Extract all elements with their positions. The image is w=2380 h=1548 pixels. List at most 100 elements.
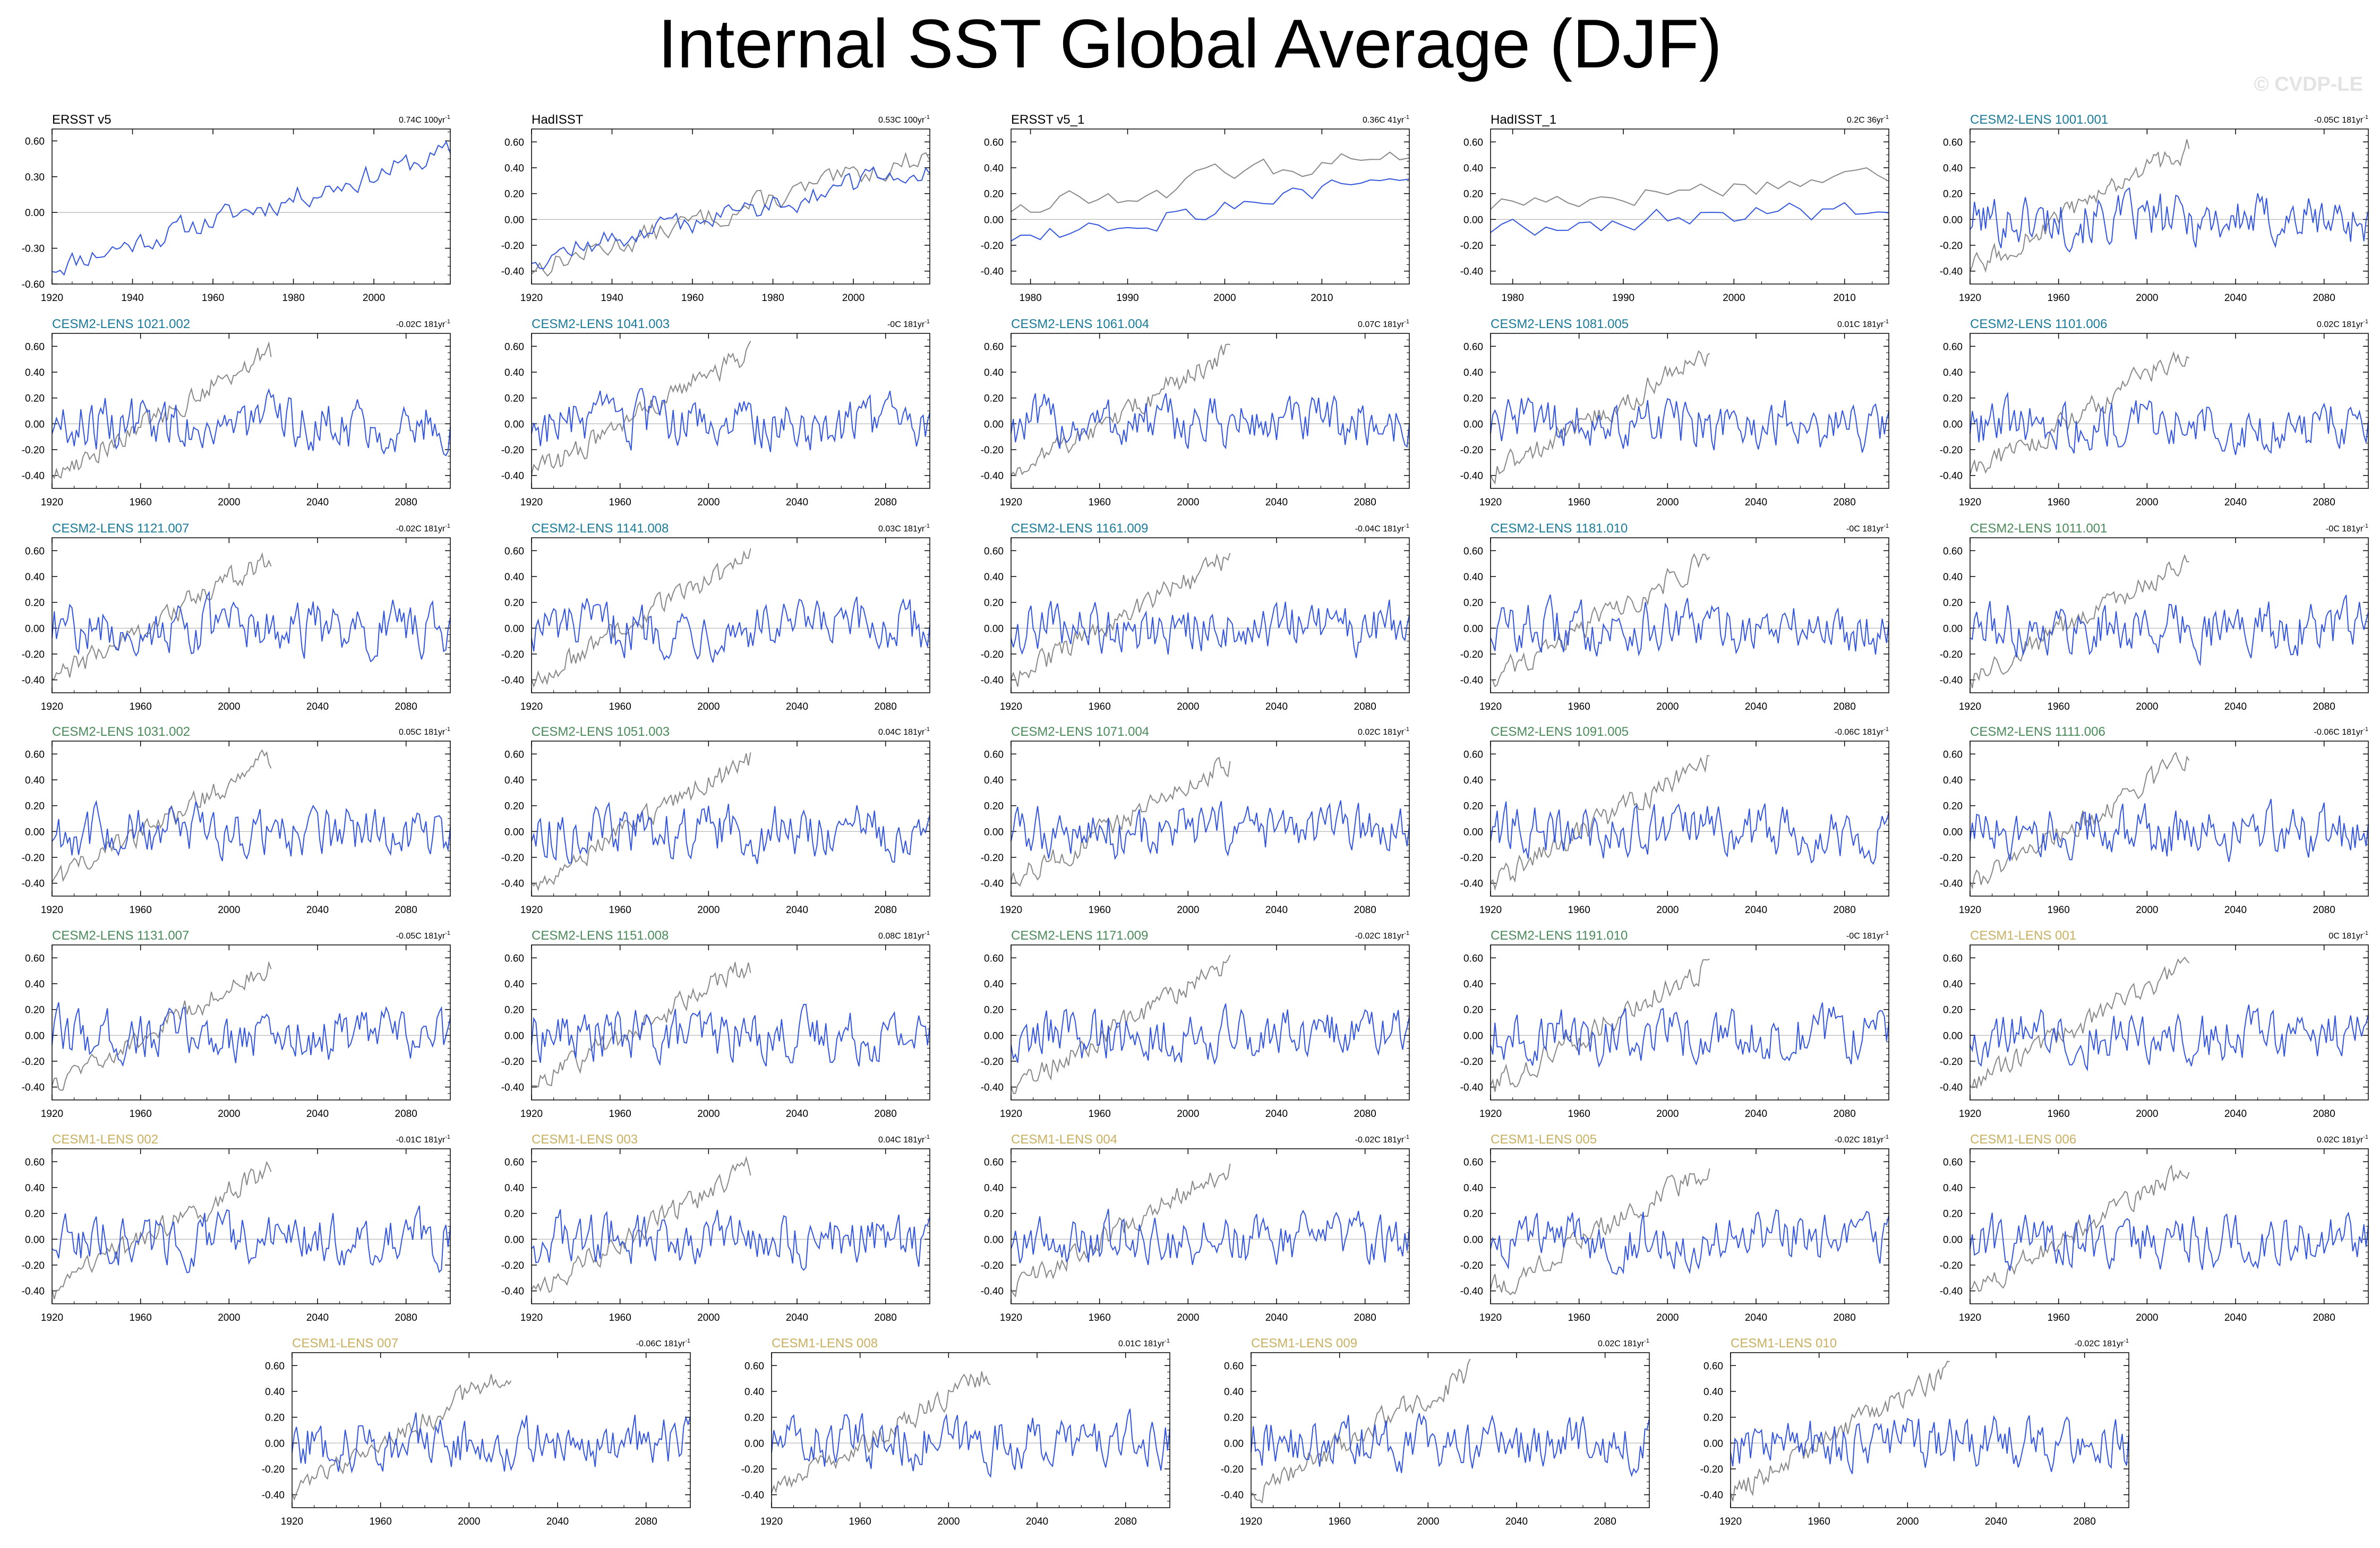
ytick-label: 0.40 [25, 979, 45, 990]
panel-30: CESM1-LENS 007 -0.06C 181yr-1 -0.40 -0.20 0.… [262, 1336, 691, 1527]
ytick-label: 0.40 [984, 367, 1004, 379]
ytick-label: 0.60 [1463, 137, 1483, 148]
ytick-label: 0.40 [984, 572, 1004, 583]
xtick-label: 1960 [1089, 701, 1111, 712]
obs-line [52, 960, 272, 1091]
plot-frame [771, 1352, 1170, 1508]
xtick-label: 2000 [1656, 1108, 1679, 1120]
trend-label: 0.02C 181yr-1 [2317, 1134, 2368, 1145]
xtick-label: 1920 [1479, 905, 1502, 916]
xtick-label: 1960 [1089, 1108, 1111, 1120]
xtick-label: 1920 [1479, 701, 1502, 712]
trend-label: -0C 181yr-1 [1846, 930, 1889, 941]
ytick-label: 0.40 [984, 1183, 1004, 1194]
ytick-label: 0.20 [504, 1005, 524, 1016]
obs-line [1011, 553, 1231, 687]
obs-line [52, 749, 272, 883]
plot-frame [52, 741, 451, 897]
xtick-label: 2080 [1354, 1108, 1376, 1120]
ytick-label: 0.20 [1463, 1005, 1483, 1016]
xtick-label: 2000 [1177, 497, 1199, 508]
xtick-label: 1920 [41, 1108, 63, 1120]
ytick-label: 0.20 [984, 189, 1004, 200]
xtick-label: 1960 [1089, 1312, 1111, 1323]
ytick-label: -0.20 [501, 240, 524, 252]
xtick-label: 1960 [609, 905, 631, 916]
trend-label: -0.06C 181yr-1 [636, 1338, 690, 1348]
obs-line [292, 1374, 512, 1501]
ytick-label: -0.40 [22, 1286, 45, 1297]
panel-title: CESM2-LENS 1031.002 [52, 725, 190, 739]
ytick-label: -0.20 [501, 445, 524, 456]
trend-superscript: -1 [1884, 726, 1889, 733]
obs-line [1011, 343, 1230, 477]
ytick-label: 0.40 [1943, 163, 1963, 174]
panel-15: CESM2-LENS 1031.002 0.05C 181yr-1 -0.40 -0.… [22, 725, 451, 916]
obs-line [52, 552, 272, 680]
xtick-label: 1960 [1568, 905, 1590, 916]
model-line [1011, 393, 1410, 450]
plot-frame [1970, 537, 2369, 693]
watermark: © CVDP-LE [2254, 73, 2363, 96]
panel-title: CESM2-LENS 1061.004 [1011, 317, 1149, 331]
trend-superscript: -1 [1644, 1338, 1649, 1344]
ytick-label: -0.20 [1700, 1464, 1723, 1475]
xtick-label: 2080 [2313, 701, 2335, 712]
trend-label: -0.02C 181yr-1 [396, 523, 450, 534]
xtick-label: 1960 [130, 701, 152, 712]
xtick-label: 2000 [1177, 1108, 1199, 1120]
panel-26: CESM1-LENS 003 0.04C 181yr-1 -0.40 -0.20 0.0… [501, 1132, 930, 1323]
trend-label: 0.53C 100yr-1 [878, 114, 930, 125]
xtick-label: 2080 [875, 701, 897, 712]
ytick-label: 0.60 [25, 953, 45, 964]
ytick-label: -0.20 [1221, 1464, 1244, 1475]
ytick-label: 0.60 [984, 546, 1004, 557]
ytick-label: 0.20 [504, 801, 524, 812]
ytick-label: -0.20 [981, 853, 1004, 864]
xtick-label: 2040 [306, 497, 329, 508]
ytick-label: 0.20 [1943, 1209, 1963, 1220]
plot-frame [1970, 333, 2369, 489]
obs-line [52, 1160, 272, 1300]
xtick-label: 2040 [1265, 1108, 1288, 1120]
ytick-label: 0.00 [984, 827, 1004, 838]
ytick-label: 0.40 [1463, 1183, 1483, 1194]
trend-label: -0.01C 181yr-1 [396, 1134, 450, 1145]
trend-superscript: -1 [1404, 1134, 1409, 1140]
xtick-label: 2040 [786, 1108, 808, 1120]
xtick-label: 2040 [786, 701, 808, 712]
trend-label: 0.74C 100yr-1 [399, 114, 450, 125]
xtick-label: 2040 [306, 1108, 329, 1120]
xtick-label: 2000 [937, 1516, 960, 1527]
xtick-label: 1960 [130, 1108, 152, 1120]
panel-33: CESM1-LENS 010 -0.02C 181yr-1 -0.40 -0.20 0.… [1700, 1336, 2129, 1527]
ytick-label: 0.40 [1943, 775, 1963, 786]
series-0 [52, 141, 451, 276]
trend-label: 0.05C 181yr-1 [399, 726, 450, 737]
trend-label: 0.02C 181yr-1 [2317, 319, 2368, 329]
ytick-label: 0.40 [1463, 979, 1483, 990]
xtick-label: 2080 [1354, 1312, 1376, 1323]
xtick-label: 2000 [697, 905, 720, 916]
xtick-label: 1990 [1116, 293, 1138, 304]
ytick-label: 0.60 [1224, 1361, 1244, 1372]
ytick-label: 0.20 [1224, 1413, 1244, 1424]
xtick-label: 2040 [1745, 1312, 1767, 1323]
xtick-label: 2040 [1745, 905, 1767, 916]
ytick-label: -0.40 [1940, 1082, 1963, 1094]
model-line [52, 1205, 451, 1274]
ytick-label: 0.20 [1703, 1413, 1723, 1424]
ytick-label: 0.60 [1463, 546, 1483, 557]
xtick-label: 2080 [875, 905, 897, 916]
ytick-label: 0.20 [984, 1005, 1004, 1016]
xtick-label: 2080 [1354, 497, 1376, 508]
xtick-label: 2080 [1834, 701, 1856, 712]
trend-superscript: -1 [2124, 1338, 2129, 1344]
xtick-label: 1920 [760, 1516, 783, 1527]
panel-22: CESM2-LENS 1171.009 -0.02C 181yr-1 -0.40 -0… [981, 928, 1410, 1120]
trend-label: -0.02C 181yr-1 [2075, 1338, 2129, 1348]
model-line [1970, 1004, 2369, 1072]
ytick-label: 0.20 [984, 1209, 1004, 1220]
ytick-label: 0.20 [984, 393, 1004, 405]
